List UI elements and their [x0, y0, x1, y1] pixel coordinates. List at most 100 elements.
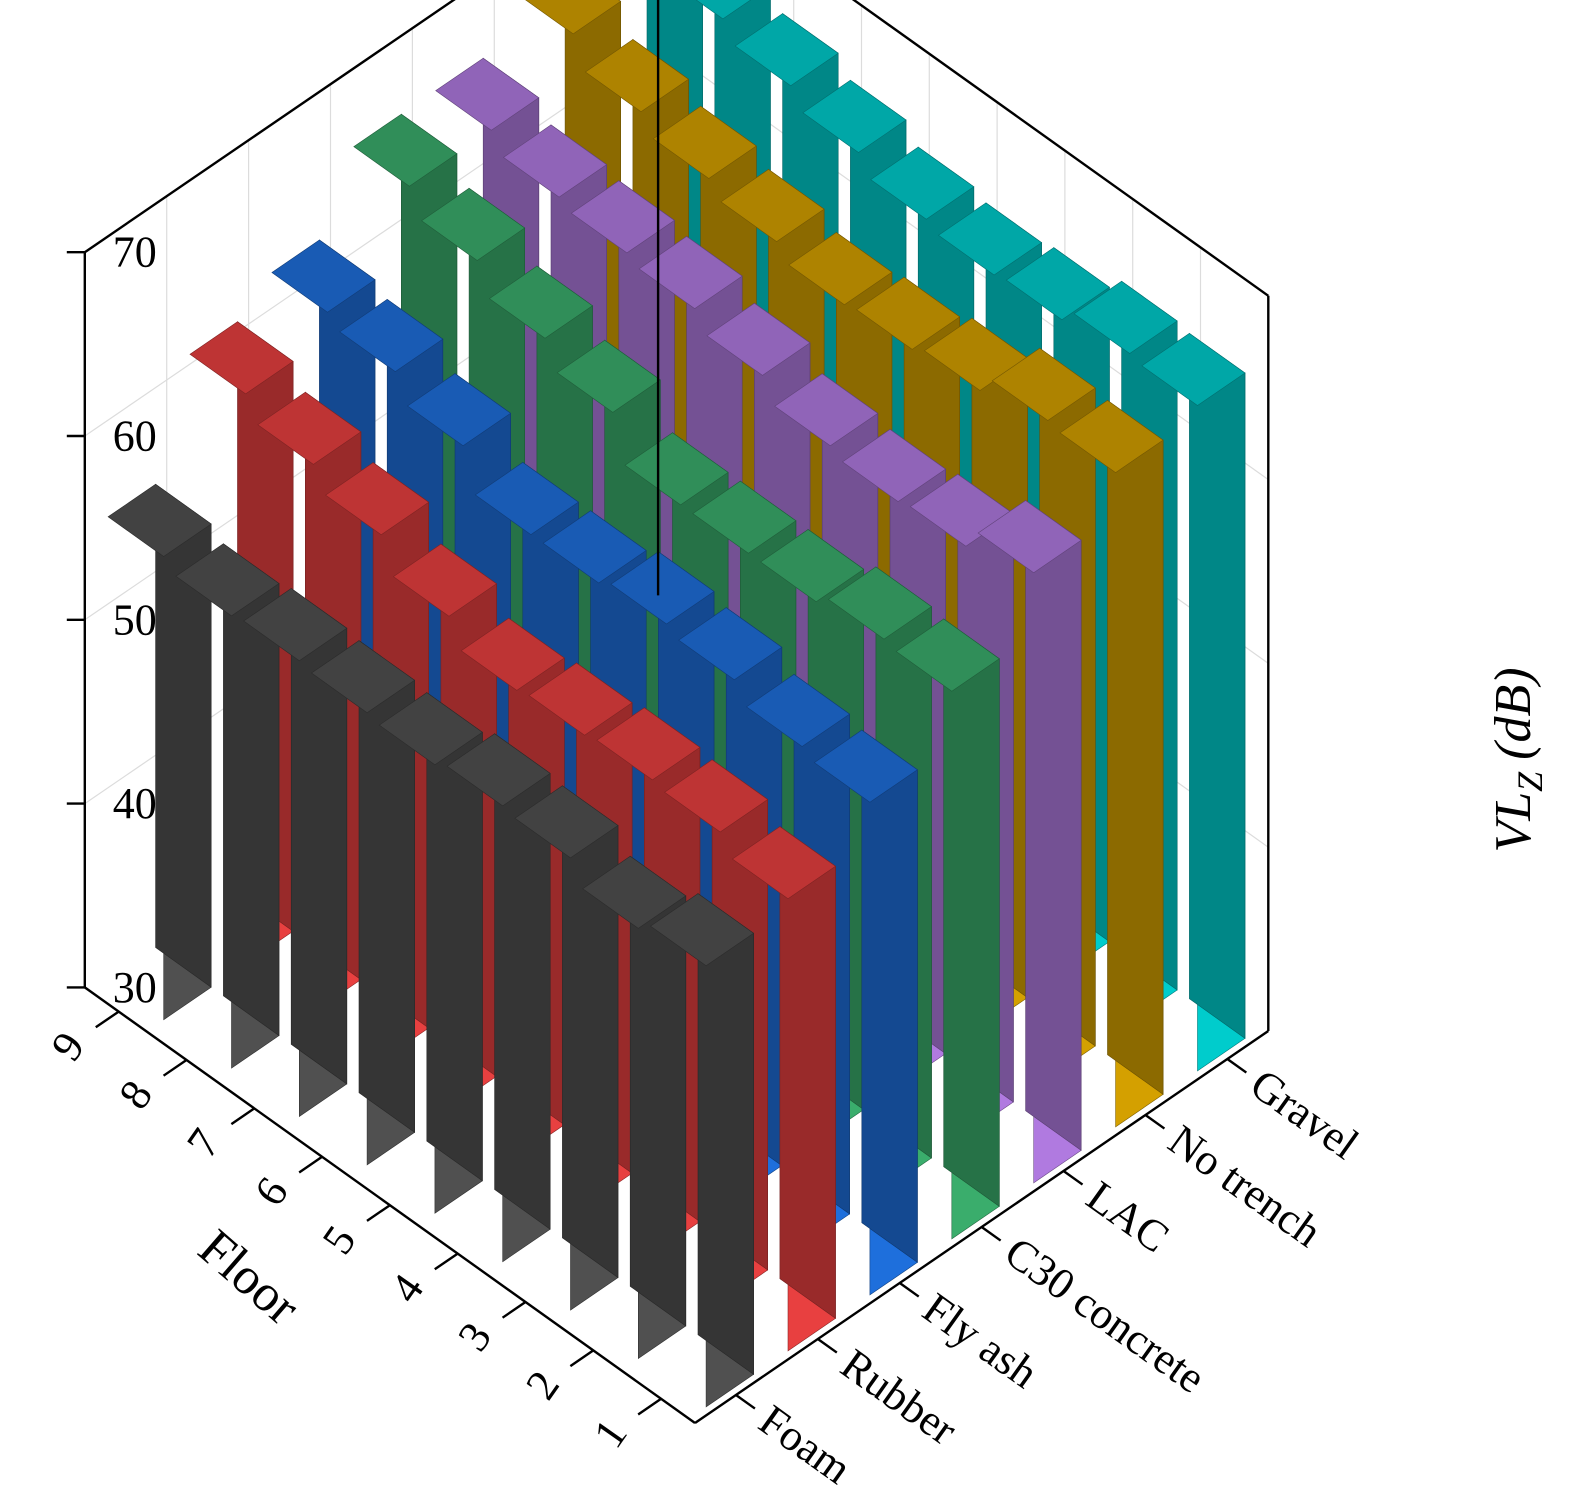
floor-tick — [298, 1155, 323, 1174]
floor-axis-title: Floor — [188, 1219, 310, 1336]
bar-top-face — [788, 232, 893, 306]
floor-tick — [95, 1010, 120, 1029]
bar-side-face — [943, 618, 1000, 1207]
bar-foam-floor-9 — [107, 483, 212, 1021]
floor-tick — [230, 1107, 255, 1126]
floor-tick-label: 9 — [42, 1023, 95, 1069]
bar-top-face — [856, 276, 961, 350]
bar-top-face — [895, 618, 1000, 692]
bar-top-face — [435, 57, 540, 131]
bar-side-face — [861, 729, 918, 1263]
bar-foam-floor-5 — [378, 692, 483, 1214]
bar-top-face — [406, 373, 512, 447]
bar-gravel-floor-1 — [1141, 332, 1246, 1072]
bar-top-face — [731, 826, 837, 900]
bar-foam-floor-2 — [582, 855, 687, 1360]
bar-top-face — [353, 113, 458, 187]
z-tick-label: 70 — [113, 228, 157, 277]
bars-layer — [107, 0, 1246, 1408]
bar-top-face — [1141, 333, 1246, 406]
floor-tick — [637, 1397, 662, 1416]
bar-top-face — [624, 432, 729, 506]
bar-top-face — [310, 640, 416, 714]
z-tick-label: 40 — [113, 779, 157, 828]
bar-top-face — [582, 855, 687, 929]
bar-foam-floor-7 — [243, 587, 348, 1118]
bar-top-face — [678, 607, 783, 681]
series-tick — [1226, 1058, 1248, 1074]
series-tick — [735, 1394, 756, 1410]
bar-top-face — [977, 500, 1082, 574]
bar-top-face — [325, 462, 430, 536]
bar-top-face — [525, 0, 622, 35]
bar-foam-floor-6 — [310, 640, 416, 1166]
bar-top-face — [378, 692, 483, 766]
bar-top-face — [649, 893, 755, 967]
bar-side-face — [562, 785, 619, 1279]
bar-top-face — [107, 483, 212, 557]
bar-foam-floor-3 — [514, 785, 619, 1311]
bar-top-face — [596, 707, 701, 781]
floor-tick-label: 7 — [177, 1120, 230, 1166]
bar-side-face — [1189, 332, 1246, 1039]
bar-top-face — [257, 391, 362, 465]
z-axis-title-main: VL — [1485, 792, 1542, 853]
bar-top-face — [774, 373, 879, 447]
series-tick-label: Fly ash — [914, 1283, 1047, 1397]
floor-tick-label: 1 — [584, 1410, 637, 1456]
floor-tick-label: 2 — [516, 1362, 569, 1408]
bar-top-face — [695, 0, 752, 20]
bar-top-face — [488, 265, 594, 339]
bar-top-face — [339, 299, 444, 372]
bar-top-face — [514, 785, 619, 859]
bar-no-trench-floor-1 — [1059, 399, 1164, 1128]
bar-top-face — [392, 543, 498, 617]
bar-top-face — [937, 202, 1043, 276]
axis-box-edge — [851, 0, 1269, 297]
z-axis-title: VLZ (dB) — [1485, 667, 1550, 852]
series-tick-label: LAC — [1078, 1171, 1178, 1262]
bar-top-face — [692, 480, 797, 554]
bar-fly-ash-floor-1 — [813, 729, 918, 1296]
bar-top-face — [189, 321, 294, 395]
series-tick-label: Foam — [750, 1395, 860, 1493]
floor-tick-label: 6 — [245, 1168, 298, 1214]
floor-tick — [569, 1349, 594, 1368]
bar-foam-floor-8 — [175, 543, 280, 1069]
bar-top-face — [446, 733, 551, 807]
bar-top-face — [827, 566, 933, 640]
axes-layer — [66, 0, 1270, 1424]
bar-top-face — [556, 339, 661, 413]
bar-side-face — [1025, 499, 1082, 1151]
floor-tick-label: 8 — [109, 1072, 162, 1118]
floor-tick — [366, 1204, 391, 1222]
series-tick — [817, 1338, 838, 1354]
z-tick-label: 30 — [113, 963, 157, 1012]
floor-tick — [434, 1252, 459, 1271]
bar-top-face — [802, 79, 907, 153]
bar-top-face — [813, 729, 918, 803]
series-tick — [1062, 1170, 1084, 1186]
bar-top-face — [1059, 400, 1164, 473]
bar-top-face — [652, 105, 757, 179]
bar-top-face — [734, 13, 839, 87]
bar-top-face — [474, 462, 579, 535]
z-tick-label: 50 — [113, 595, 157, 644]
series-tick — [980, 1226, 1002, 1242]
series-tick-label: Rubber — [832, 1339, 966, 1454]
bar-foam-floor-4 — [446, 733, 551, 1263]
bar-foam-floor-1 — [649, 893, 755, 1408]
bar-lac-floor-1 — [977, 499, 1082, 1184]
bar-top-face — [460, 617, 565, 691]
bar-rubber-floor-1 — [731, 826, 837, 1352]
bar-top-face — [760, 529, 865, 603]
bar-top-face — [706, 302, 811, 376]
bar-top-face — [542, 510, 647, 584]
bar-top-face — [991, 347, 1096, 421]
bar-top-face — [1005, 247, 1110, 321]
floor-tick-label: 4 — [381, 1265, 434, 1311]
bar-side-face — [1107, 399, 1164, 1095]
z-axis-title-sub: Z — [1510, 771, 1550, 792]
series-tick-label: Gravel — [1242, 1059, 1368, 1168]
